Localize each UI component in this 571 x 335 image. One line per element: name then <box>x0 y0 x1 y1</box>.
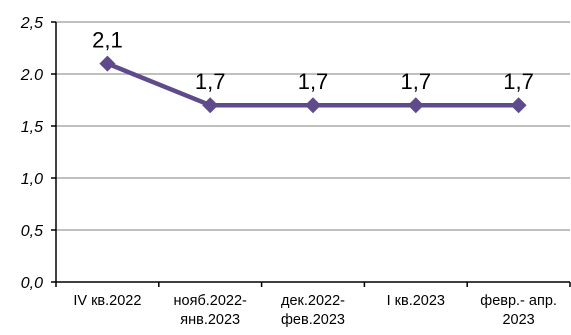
x-tick-label: 2023 <box>502 312 534 328</box>
data-label: 1,7 <box>195 69 226 94</box>
x-tick-label: фев.2023 <box>281 312 345 328</box>
y-tick-label: 1,5 <box>21 119 43 136</box>
data-point-marker <box>99 55 116 72</box>
data-point-marker <box>202 97 219 114</box>
x-tick-label: янв.2023 <box>180 312 240 328</box>
x-tick-label: февр.- апр. <box>480 293 557 309</box>
y-tick-label: 1,0 <box>21 171 43 188</box>
y-tick-label: 2,5 <box>20 15 43 32</box>
y-tick-label: 0,0 <box>21 275 43 292</box>
y-tick-label: 0,5 <box>21 223 43 240</box>
data-label: 1,7 <box>298 69 329 94</box>
data-label: 1,7 <box>503 69 534 94</box>
y-tick-label: 2.0 <box>20 67 43 84</box>
data-label: 2,1 <box>92 28 123 53</box>
data-label: 1,7 <box>401 69 432 94</box>
x-tick-label: IV кв.2022 <box>73 293 141 309</box>
x-tick-label: дек.2022- <box>281 293 345 309</box>
x-tick-label: I кв.2023 <box>387 293 445 309</box>
data-point-marker <box>305 97 321 114</box>
data-point-marker <box>510 97 527 114</box>
x-tick-label: нояб.2022- <box>174 293 248 309</box>
data-point-marker <box>407 97 424 114</box>
